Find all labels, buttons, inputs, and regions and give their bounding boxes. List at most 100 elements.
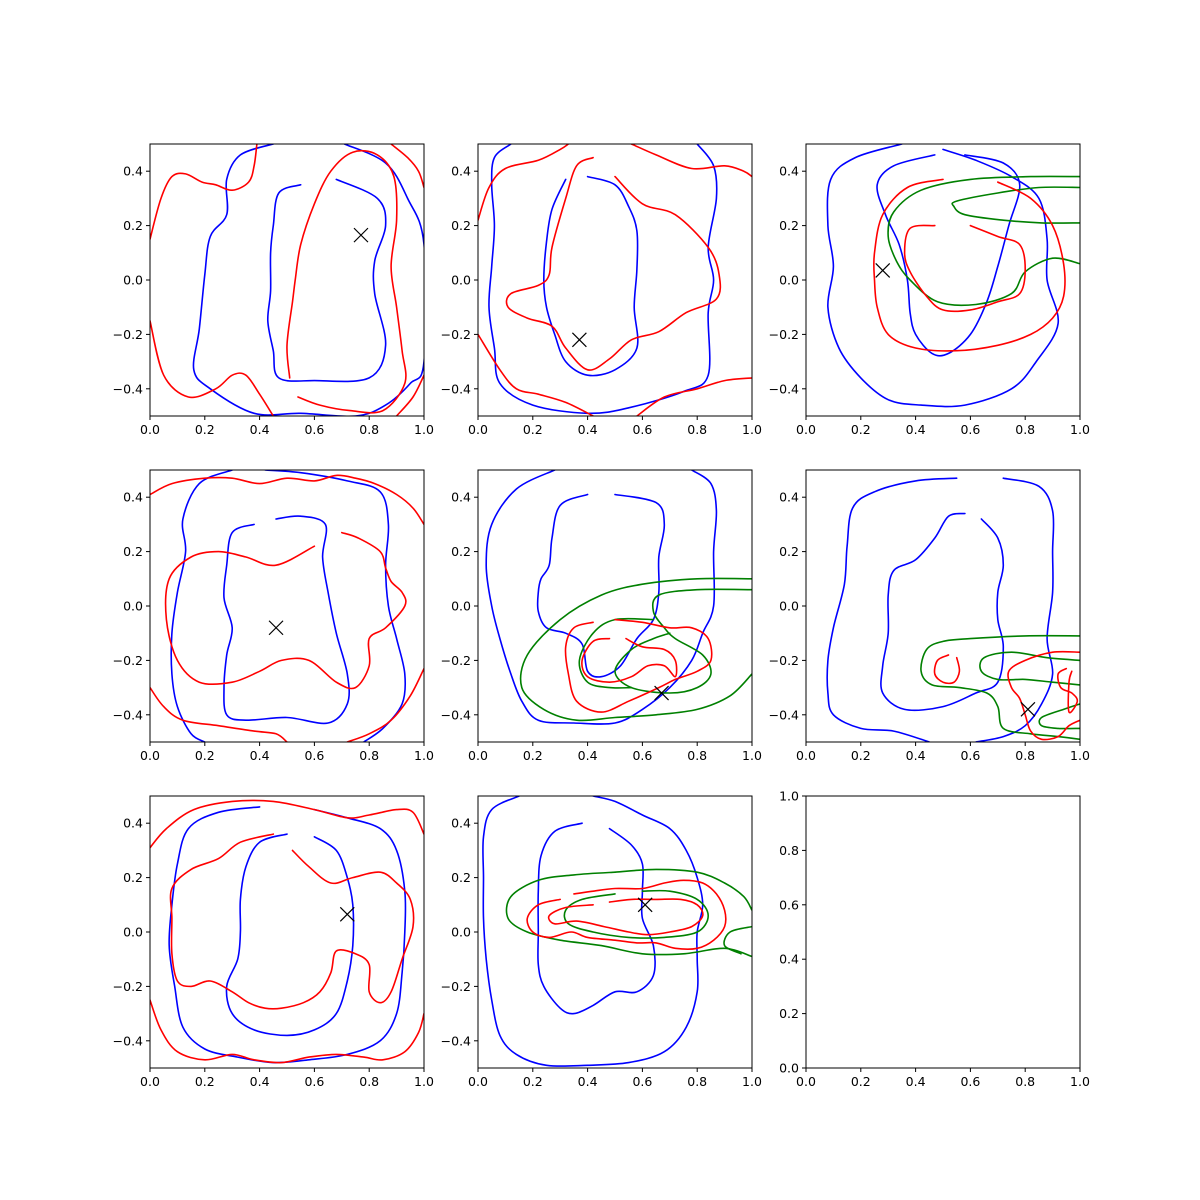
- contour-line-blue-2: [543, 175, 639, 377]
- y-tick-label: 0.0: [451, 599, 471, 614]
- y-tick-label: −0.2: [441, 979, 471, 994]
- contour-line-red-9: [1057, 667, 1079, 714]
- contour-line-red-8: [1007, 650, 1080, 741]
- x-tick-label: 0.0: [468, 422, 488, 437]
- contour-line-blue-2: [225, 833, 355, 1037]
- y-tick-label: 0.4: [779, 952, 799, 967]
- x-marker: [1020, 701, 1036, 717]
- plot-area: [826, 144, 1080, 408]
- contour-line-red-7: [581, 637, 678, 683]
- y-tick-label: 0.4: [123, 164, 143, 179]
- y-tick-label: 0.2: [779, 544, 799, 559]
- x-tick-label: 0.8: [687, 748, 707, 763]
- x-tick-label: 0.4: [906, 422, 926, 437]
- x-tick-label: 1.0: [1070, 422, 1090, 437]
- contour-line-green-4: [723, 925, 752, 955]
- y-tick-label: 0.4: [779, 490, 799, 505]
- contour-line-red-5: [872, 178, 1066, 352]
- x-tick-label: 0.4: [250, 1074, 270, 1089]
- y-tick-label: 0.4: [123, 490, 143, 505]
- contour-line-blue-2: [266, 178, 387, 383]
- y-tick-label: −0.4: [441, 707, 471, 722]
- x-tick-label: 0.0: [796, 1074, 816, 1089]
- y-tick-label: −0.2: [113, 327, 143, 342]
- x-tick-label: 0.0: [140, 422, 160, 437]
- contour-line-red-3: [478, 144, 570, 221]
- x-tick-label: 0.4: [906, 1074, 926, 1089]
- contour-line-blue-1: [826, 477, 958, 742]
- x-tick-label: 0.2: [851, 748, 871, 763]
- x-tick-label: 0.0: [796, 422, 816, 437]
- x-tick-label: 0.6: [960, 1074, 980, 1089]
- y-tick-label: 0.4: [451, 490, 471, 505]
- y-tick-label: 0.0: [451, 273, 471, 288]
- plot-area: [150, 144, 424, 416]
- contour-line-red-4: [150, 999, 424, 1064]
- contour-line-red-8: [547, 898, 704, 936]
- x-tick-label: 0.0: [140, 748, 160, 763]
- x-tick-label: 0.2: [851, 422, 871, 437]
- y-tick-label: 0.8: [779, 843, 799, 858]
- y-tick-label: −0.2: [113, 979, 143, 994]
- contour-line-red-3: [150, 144, 258, 240]
- contour-line-green-3: [519, 577, 752, 722]
- plot-area: [485, 470, 752, 725]
- contour-line-blue-2: [264, 470, 407, 742]
- contour-line-blue-1: [170, 470, 233, 742]
- contour-line-green-6: [1038, 703, 1080, 730]
- y-tick-label: 0.4: [123, 816, 143, 831]
- x-marker: [571, 332, 587, 348]
- y-tick-label: 0.0: [451, 925, 471, 940]
- y-tick-label: 0.2: [451, 870, 471, 885]
- x-tick-label: 0.6: [960, 422, 980, 437]
- x-tick-label: 0.4: [578, 1074, 598, 1089]
- x-tick-label: 1.0: [1070, 1074, 1090, 1089]
- y-tick-label: 0.2: [451, 544, 471, 559]
- subplot-5: 0.0 0.2 0.4 0.6 0.8 1.0 −0.4 −0.2 0.0 0.2 0.4: [441, 469, 762, 763]
- y-tick-label: 0.0: [123, 273, 143, 288]
- x-tick-label: 0.6: [632, 422, 652, 437]
- x-tick-label: 0.4: [250, 748, 270, 763]
- contour-line-blue-1: [192, 144, 424, 416]
- x-marker: [637, 897, 653, 913]
- contour-line-green-4: [920, 634, 1080, 741]
- y-tick-label: 0.2: [779, 1006, 799, 1021]
- x-tick-label: 0.8: [1015, 422, 1035, 437]
- plot-area: [150, 799, 424, 1064]
- contour-line-blue-3: [223, 515, 350, 725]
- x-tick-label: 1.0: [742, 1074, 762, 1089]
- contour-line-blue-1: [482, 796, 704, 1067]
- y-tick-label: −0.2: [441, 327, 471, 342]
- x-tick-label: 0.6: [632, 1074, 652, 1089]
- y-tick-label: −0.4: [113, 1033, 143, 1048]
- y-tick-label: 0.4: [451, 164, 471, 179]
- contour-line-red-4: [630, 144, 752, 178]
- x-tick-label: 0.2: [195, 1074, 215, 1089]
- subplot-2: 0.0 0.2 0.4 0.6 0.8 1.0 −0.4 −0.2 0.0 0.2 0.4: [441, 143, 762, 437]
- y-tick-label: 0.0: [779, 599, 799, 614]
- contour-line-red-7: [395, 374, 424, 416]
- x-tick-label: 0.8: [1015, 1074, 1035, 1089]
- contour-line-red-5: [150, 686, 288, 742]
- y-tick-label: −0.4: [113, 381, 143, 396]
- contour-line-red-5: [169, 833, 415, 1010]
- x-tick-label: 0.4: [906, 748, 926, 763]
- x-tick-label: 0.2: [195, 748, 215, 763]
- x-tick-label: 1.0: [742, 748, 762, 763]
- x-tick-label: 0.2: [195, 422, 215, 437]
- x-tick-label: 0.0: [140, 1074, 160, 1089]
- y-tick-label: 0.0: [123, 599, 143, 614]
- y-tick-label: −0.4: [769, 707, 799, 722]
- x-tick-label: 1.0: [742, 422, 762, 437]
- x-tick-label: 0.2: [851, 1074, 871, 1089]
- x-marker: [268, 620, 284, 636]
- x-marker: [875, 263, 891, 278]
- contour-line-blue-1: [826, 144, 1060, 408]
- contour-line-red-5: [286, 149, 407, 414]
- y-tick-label: 0.2: [123, 544, 143, 559]
- subplot-9: 0.0 0.2 0.4 0.6 0.8 1.0 0.0 0.2 0.4 0.6 0.8 1.0: [779, 789, 1090, 1090]
- y-tick-label: −0.4: [769, 381, 799, 396]
- x-tick-label: 0.6: [632, 748, 652, 763]
- contour-line-red-7: [164, 531, 407, 690]
- contour-line-green-4: [614, 588, 752, 694]
